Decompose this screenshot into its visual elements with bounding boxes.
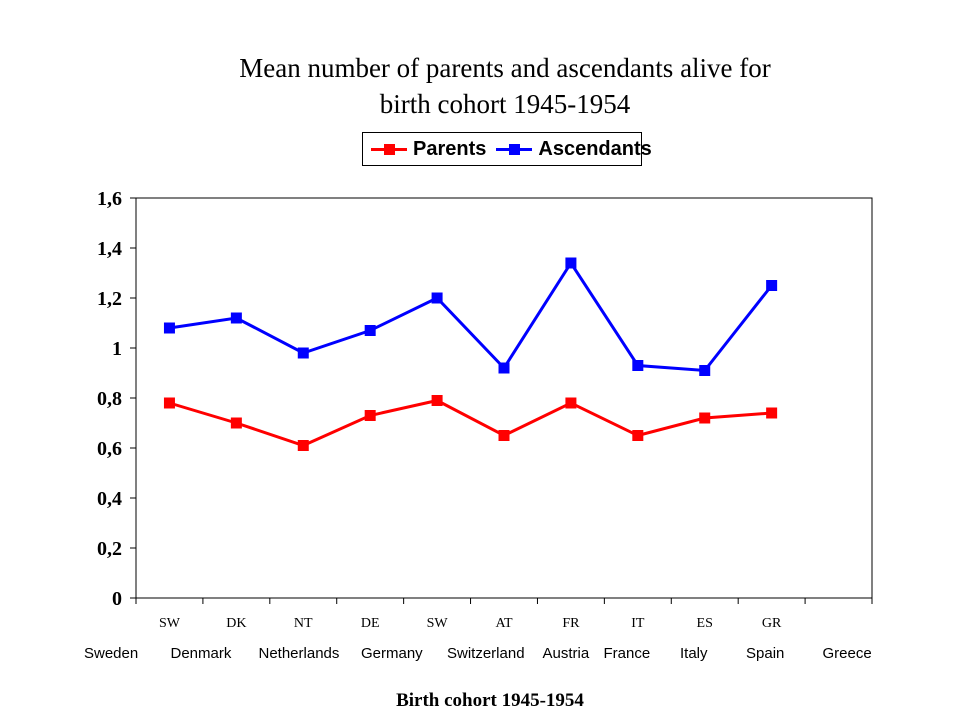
x-tick-label: SW (427, 616, 449, 631)
data-point-parents (163, 397, 175, 409)
chart-title-line-2: birth cohort 1945-1954 (379, 89, 631, 119)
country-label: Greece (822, 645, 872, 662)
legend-label-ascendants: Ascendants (538, 137, 652, 160)
data-point-parents (699, 412, 711, 424)
chart-title: Mean number of parents and ascendants al… (0, 50, 960, 122)
series-ascendants (163, 257, 778, 376)
country-label: Italy (680, 645, 708, 662)
country-label: Austria (542, 645, 590, 662)
legend-swatch-ascendants (496, 143, 533, 155)
x-axis-title: Birth cohort 1945-1954 (396, 690, 584, 711)
data-point-ascendants (230, 312, 242, 324)
data-point-ascendants (498, 362, 510, 374)
legend-label-parents: Parents (413, 137, 487, 160)
country-label: Netherlands (258, 645, 340, 662)
x-tick-label: AT (495, 616, 513, 631)
legend-swatch-parents (371, 143, 407, 155)
country-label: Germany (361, 645, 423, 662)
series-parents (163, 395, 778, 451)
data-point-ascendants (364, 325, 376, 336)
chart-title-line-1: Mean number of parents and ascendants al… (239, 53, 771, 83)
y-tick-label: 0,8 (97, 388, 122, 410)
x-tick-label: IT (631, 616, 645, 631)
y-tick-label: 0 (112, 588, 122, 610)
plot-frame (135, 197, 873, 599)
x-tick-label: FR (562, 616, 580, 631)
axes (135, 197, 873, 599)
legend-entry-ascendants: Ascendants (496, 137, 652, 161)
x-tick-label: SW (159, 616, 181, 631)
data-point-parents (230, 417, 242, 429)
y-tick-label: 1 (112, 338, 122, 360)
x-tick-label: NT (294, 616, 313, 631)
data-point-ascendants (699, 365, 711, 376)
data-point-ascendants (297, 347, 309, 359)
series-layer (163, 257, 778, 451)
x-tick-label: DE (361, 616, 380, 631)
data-point-ascendants (163, 322, 175, 334)
y-tick-label: 1,4 (97, 238, 122, 260)
country-label: Denmark (170, 645, 232, 662)
y-tick-label: 1,6 (97, 188, 122, 210)
data-point-parents (565, 397, 577, 409)
y-tick-label: 0,2 (97, 538, 122, 560)
data-point-ascendants (565, 257, 577, 269)
series-line-parents (169, 398, 772, 448)
y-tick-label: 1,2 (97, 288, 122, 310)
series-line-ascendants (169, 260, 773, 373)
data-point-parents (364, 410, 376, 421)
data-point-ascendants (632, 360, 644, 371)
y-tick-label: 0,6 (97, 438, 122, 460)
x-ticks: SW DK NT DE SW AT FR IT ES GR (135, 598, 873, 631)
country-label: Switzerland (447, 645, 525, 662)
data-point-parents (632, 430, 644, 441)
data-point-parents (297, 440, 309, 451)
data-point-parents (498, 430, 510, 441)
y-ticks: 0 0,2 0,4 0,6 0,8 1 1,2 1,4 1,6 (97, 188, 136, 610)
x-tick-label: DK (226, 616, 246, 631)
legend-entry-parents: Parents (371, 138, 486, 161)
legend: Parents Ascendants (362, 132, 652, 166)
data-point-ascendants (766, 280, 778, 291)
country-label: France (603, 645, 651, 662)
country-label: Spain (746, 645, 785, 662)
data-point-parents (766, 407, 778, 419)
country-label: Sweden (84, 645, 139, 662)
data-point-ascendants (431, 292, 443, 304)
x-tick-label: ES (697, 616, 713, 631)
y-tick-label: 0,4 (97, 488, 122, 510)
country-labels: Sweden Denmark Netherlands Germany Switzerla… (0, 645, 960, 665)
data-point-parents (431, 395, 443, 406)
x-tick-label: GR (762, 616, 782, 631)
